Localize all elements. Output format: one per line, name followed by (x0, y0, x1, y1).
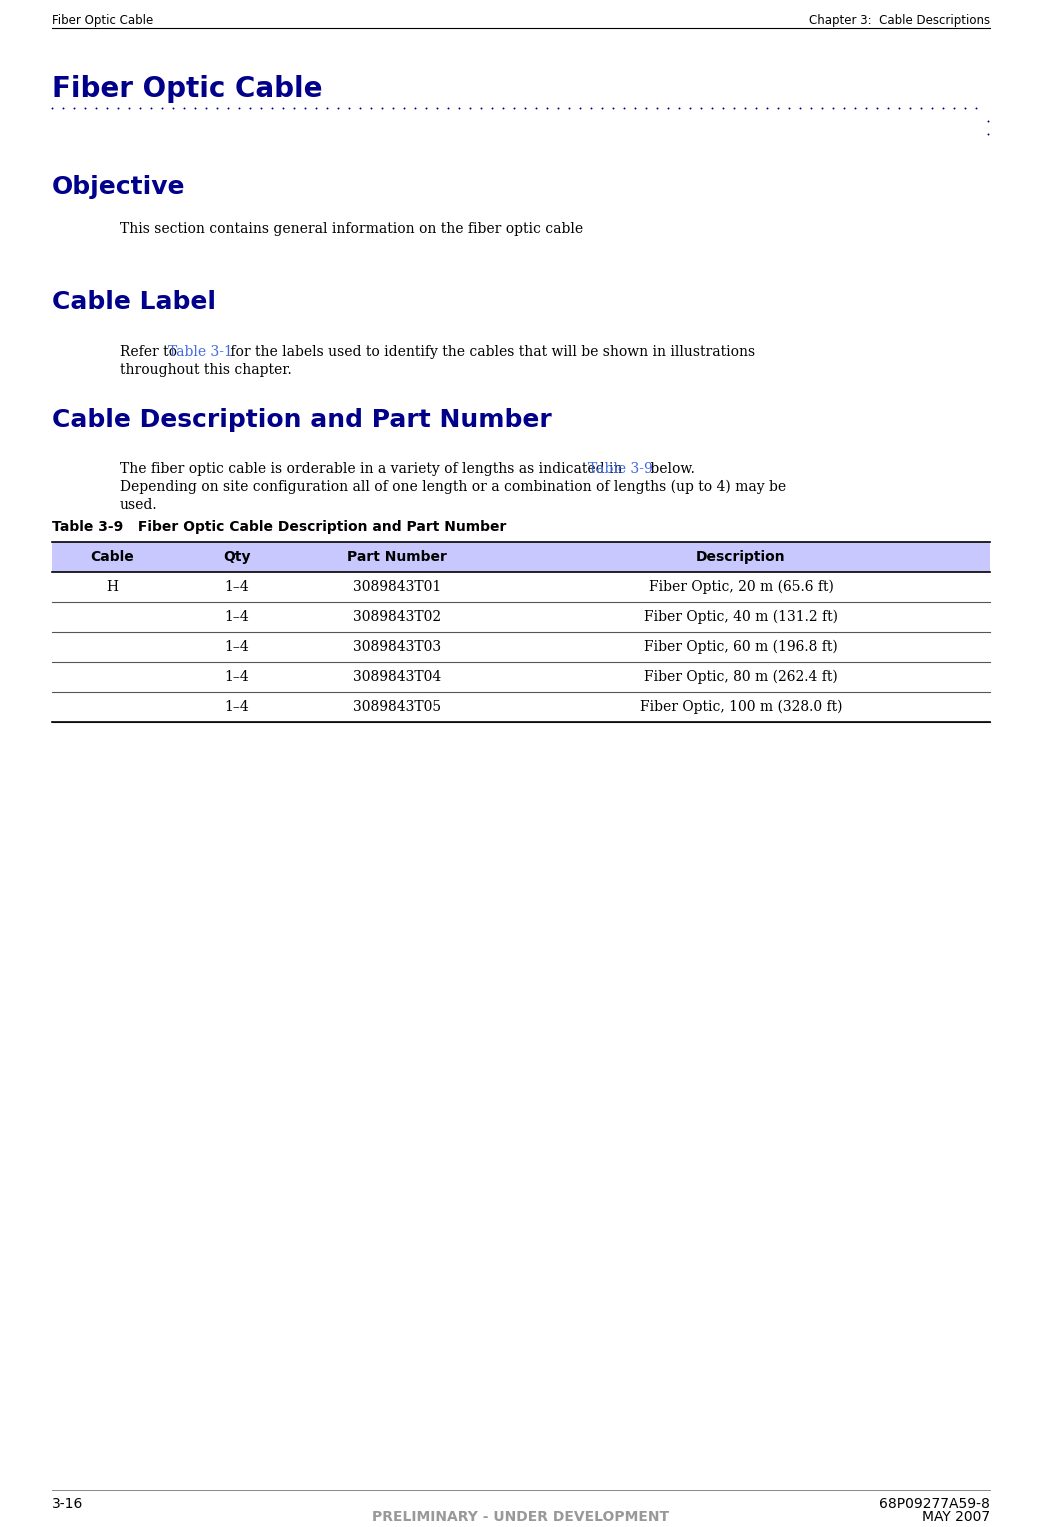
Text: Table 3-9: Table 3-9 (588, 463, 653, 476)
Text: 1–4: 1–4 (224, 609, 249, 625)
Text: Fiber Optic, 20 m (65.6 ft): Fiber Optic, 20 m (65.6 ft) (649, 580, 833, 594)
Text: Fiber Optic Cable: Fiber Optic Cable (52, 75, 322, 102)
Text: Fiber Optic Cable: Fiber Optic Cable (52, 14, 153, 27)
Text: 1–4: 1–4 (224, 699, 249, 715)
Text: throughout this chapter.: throughout this chapter. (120, 363, 292, 377)
Text: Refer to: Refer to (120, 345, 181, 359)
Text: Cable Label: Cable Label (52, 290, 216, 315)
Bar (52, 542, 990, 573)
Text: Cable: Cable (90, 550, 134, 563)
Text: 1–4: 1–4 (224, 670, 249, 684)
Text: Description: Description (696, 550, 785, 563)
Text: 3089843T04: 3089843T04 (353, 670, 441, 684)
Text: 3089843T05: 3089843T05 (353, 699, 441, 715)
Text: Fiber Optic, 40 m (131.2 ft): Fiber Optic, 40 m (131.2 ft) (644, 609, 838, 625)
Text: 3089843T01: 3089843T01 (353, 580, 441, 594)
Text: 3-16: 3-16 (52, 1496, 83, 1512)
Text: Depending on site configuration all of one length or a combination of lengths (u: Depending on site configuration all of o… (120, 479, 786, 495)
Text: used.: used. (120, 498, 157, 512)
Text: 1–4: 1–4 (224, 640, 249, 654)
Text: 3089843T02: 3089843T02 (353, 609, 441, 625)
Text: Objective: Objective (52, 176, 186, 199)
Text: Fiber Optic, 100 m (328.0 ft): Fiber Optic, 100 m (328.0 ft) (639, 699, 843, 715)
Text: 3089843T03: 3089843T03 (353, 640, 441, 654)
Text: This section contains general information on the fiber optic cable: This section contains general informatio… (120, 221, 583, 237)
Text: Fiber Optic, 80 m (262.4 ft): Fiber Optic, 80 m (262.4 ft) (645, 670, 838, 684)
Text: PRELIMINARY - UNDER DEVELOPMENT: PRELIMINARY - UNDER DEVELOPMENT (372, 1510, 670, 1524)
Text: MAY 2007: MAY 2007 (922, 1510, 990, 1524)
Text: 68P09277A59-8: 68P09277A59-8 (879, 1496, 990, 1512)
Text: Table 3-1: Table 3-1 (168, 345, 233, 359)
Text: Cable Description and Part Number: Cable Description and Part Number (52, 408, 552, 432)
Text: Table 3-9   Fiber Optic Cable Description and Part Number: Table 3-9 Fiber Optic Cable Description … (52, 521, 506, 534)
Text: Fiber Optic, 60 m (196.8 ft): Fiber Optic, 60 m (196.8 ft) (645, 640, 838, 654)
Text: Qty: Qty (223, 550, 250, 563)
Text: H: H (106, 580, 118, 594)
Text: Part Number: Part Number (347, 550, 447, 563)
Text: below.: below. (646, 463, 695, 476)
Text: The fiber optic cable is orderable in a variety of lengths as indicated in: The fiber optic cable is orderable in a … (120, 463, 627, 476)
Text: 1–4: 1–4 (224, 580, 249, 594)
Text: for the labels used to identify the cables that will be shown in illustrations: for the labels used to identify the cabl… (226, 345, 755, 359)
Text: Chapter 3:  Cable Descriptions: Chapter 3: Cable Descriptions (809, 14, 990, 27)
